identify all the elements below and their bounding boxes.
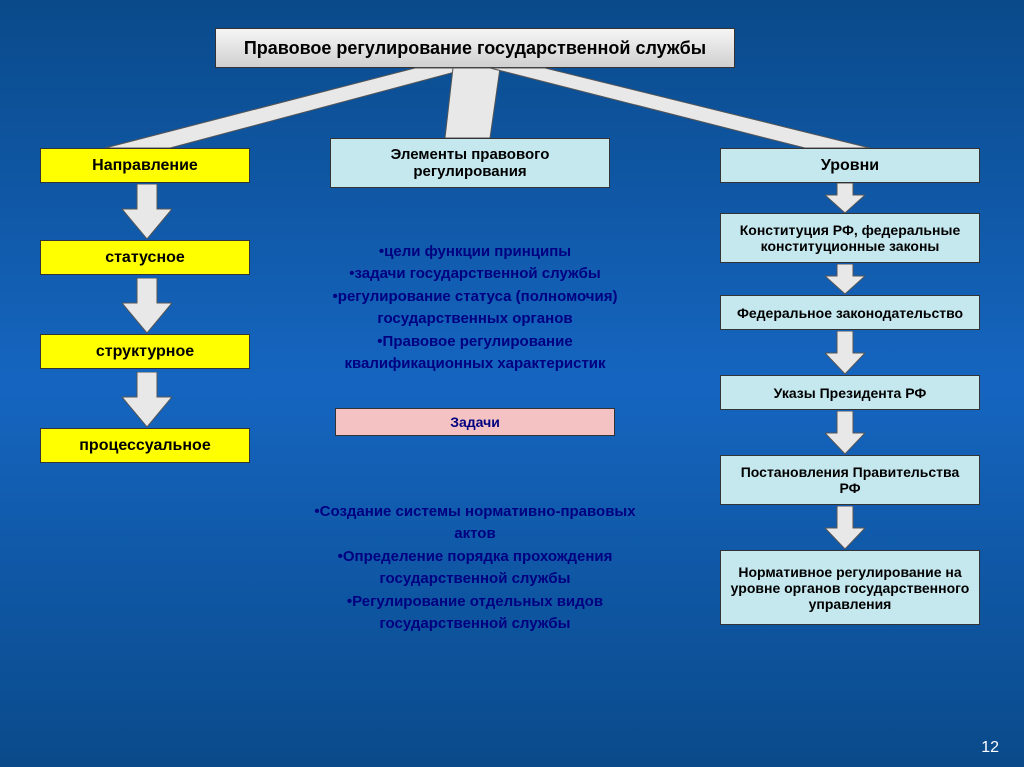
right-item-1-label: Конституция РФ, федеральные конституцион… <box>729 222 971 254</box>
left-arrow-1 <box>122 184 172 239</box>
tasks-header: Задачи <box>335 408 615 436</box>
right-arrow-1 <box>825 183 865 213</box>
title-text: Правовое регулирование государственной с… <box>244 38 706 59</box>
left-arrow-2 <box>122 278 172 333</box>
right-header: Уровни <box>720 148 980 183</box>
page-number-value: 12 <box>981 739 999 756</box>
center-header: Элементы правового регулирования <box>330 138 610 188</box>
left-item-1: статусное <box>40 240 250 275</box>
right-arrow-2 <box>825 264 865 294</box>
right-item-4-label: Постановления Правительства РФ <box>729 464 971 496</box>
right-arrow-3 <box>825 331 865 374</box>
tasks-header-label: Задачи <box>450 414 500 430</box>
left-arrow-3 <box>122 372 172 427</box>
right-item-3: Указы Президента РФ <box>720 375 980 410</box>
main-title: Правовое регулирование государственной с… <box>215 28 735 68</box>
page-number: 12 <box>981 739 999 757</box>
left-item-3-label: процессуальное <box>79 437 210 455</box>
right-item-2-label: Федеральное законодательство <box>737 305 963 321</box>
left-header-label: Направление <box>92 157 198 175</box>
right-item-5: Нормативное регулирование на уровне орга… <box>720 550 980 625</box>
right-item-1: Конституция РФ, федеральные конституцион… <box>720 213 980 263</box>
center-header-label: Элементы правового регулирования <box>339 146 601 180</box>
right-header-label: Уровни <box>821 157 879 175</box>
right-arrow-5 <box>825 506 865 549</box>
right-arrow-4 <box>825 411 865 454</box>
right-item-4: Постановления Правительства РФ <box>720 455 980 505</box>
left-item-2-label: структурное <box>96 343 194 361</box>
tasks-text-content: •Создание системы нормативно-правовых ак… <box>314 503 635 633</box>
tasks-text: •Создание системы нормативно-правовых ак… <box>310 478 640 636</box>
left-item-1-label: статусное <box>105 249 185 267</box>
center-elements-text: •цели функции принципы •задачи государст… <box>310 218 640 376</box>
right-item-5-label: Нормативное регулирование на уровне орга… <box>729 564 971 612</box>
elements-text-content: •цели функции принципы •задачи государст… <box>333 243 618 373</box>
left-item-3: процессуальное <box>40 428 250 463</box>
left-item-2: структурное <box>40 334 250 369</box>
right-item-3-label: Указы Президента РФ <box>774 385 927 401</box>
right-item-2: Федеральное законодательство <box>720 295 980 330</box>
left-header: Направление <box>40 148 250 183</box>
